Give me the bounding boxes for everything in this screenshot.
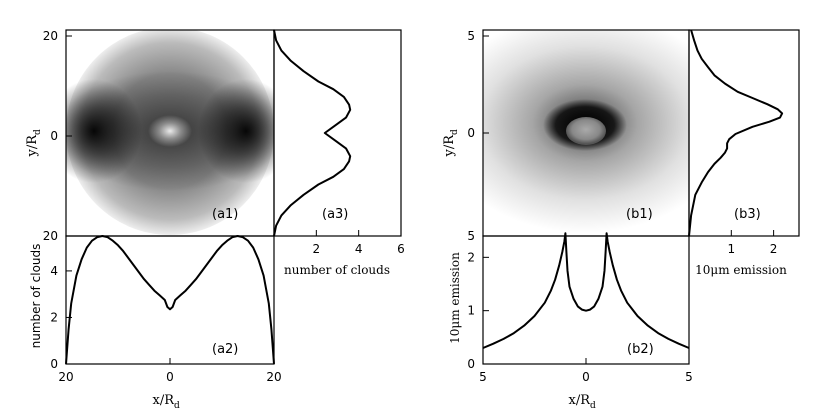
a3-frame [273, 29, 402, 237]
a3-x-tick-label: 6 [397, 242, 405, 256]
a1-image-panel [66, 30, 274, 236]
b2-x-tick-label: 5 [479, 370, 487, 384]
a1-center [148, 115, 192, 147]
b1-y-axis-label: y/R d [442, 129, 460, 158]
b2-y-tick-label: 1 [467, 304, 475, 318]
a2-x-axis-label-sub: d [174, 401, 180, 411]
b3-panel-label: (b3) [734, 207, 761, 222]
a1-panel-label: (a1) [212, 207, 238, 222]
a3-x-tick-label: 4 [355, 242, 363, 256]
b3-frame [688, 29, 800, 237]
b2-y-tick-label: 2 [467, 250, 475, 264]
a2-frame [65, 235, 275, 365]
a1-y-axis-label-sub: d [33, 129, 43, 135]
b2-y-axis-label: 10μm emission [448, 252, 462, 344]
a3-x-tick-label: 2 [313, 242, 321, 256]
b2-series-line [482, 232, 690, 349]
a2-y-axis-label: number of clouds [29, 244, 43, 349]
a1-y-tick-label: 20 [43, 29, 58, 43]
a2-x-axis-label-main: x/R [153, 393, 176, 408]
b2-y-tick-label: 0 [467, 357, 475, 371]
a3-x-axis-label: number of clouds [284, 263, 390, 277]
a2-panel-label: (a2) [212, 342, 238, 357]
a2-y-tick-label: 4 [50, 264, 58, 278]
b3-x-tick-label: 2 [770, 242, 778, 256]
b1-cavity [566, 117, 606, 145]
a2-x-tick-label: 0 [166, 370, 174, 384]
b2-frame [482, 235, 690, 365]
a1-y-axis-label: y/R d [25, 129, 43, 158]
b1-y-axis-label-sub: d [450, 129, 460, 135]
b1-image-panel [483, 30, 689, 236]
a1-y-axis-label-main: y/R [25, 134, 40, 158]
a2-x-tick-label: 20 [266, 370, 281, 384]
b2-x-axis-label-main: x/R [569, 393, 592, 408]
b1-y-tick-label: 5 [467, 29, 475, 43]
b3-x-tick-label: 1 [727, 242, 735, 256]
b1-y-tick-label: 5 [467, 229, 475, 243]
b2-x-tick-label: 0 [582, 370, 590, 384]
a2-y-tick-label: 2 [50, 310, 58, 324]
b3-series-line [688, 29, 784, 237]
b3-x-axis-label: 10μm emission [695, 263, 787, 277]
a2-series-line [65, 235, 275, 365]
b1-panel-label: (b1) [626, 207, 653, 222]
a1-y-tick-label: 0 [50, 129, 58, 143]
b1-y-tick-label: 0 [467, 126, 475, 140]
b2-x-tick-label: 5 [685, 370, 693, 384]
a1-left-lobe [66, 79, 142, 183]
a2-x-axis-label: x/R d [153, 393, 181, 411]
a2-y-tick-label: 0 [50, 357, 58, 371]
a1-y-tick-label: 20 [43, 229, 58, 243]
b2-x-axis-label-sub: d [590, 401, 596, 411]
b2-panel-label: (b2) [627, 342, 654, 357]
b2-x-axis-label: x/R d [569, 393, 597, 411]
a3-series-line [273, 29, 352, 237]
a2-x-tick-label: 20 [58, 370, 73, 384]
a3-panel-label: (a3) [322, 207, 348, 222]
a1-right-lobe [198, 79, 274, 183]
b1-y-axis-label-main: y/R [442, 134, 457, 158]
